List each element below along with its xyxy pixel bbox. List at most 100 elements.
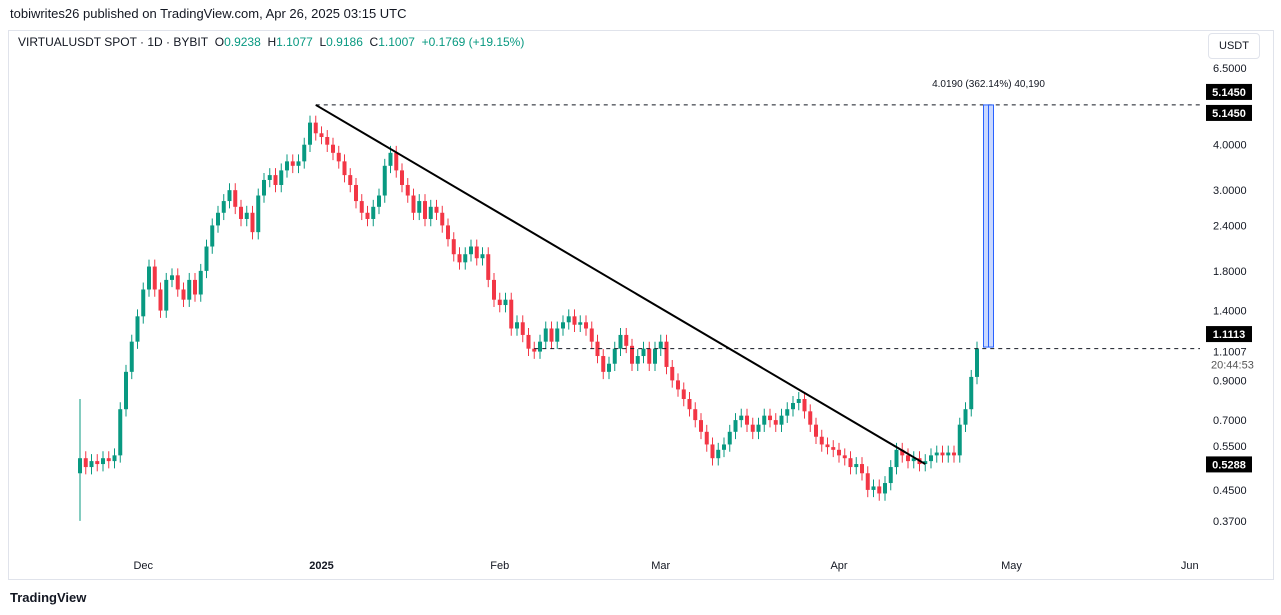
candle-body (739, 415, 744, 421)
candle-body (520, 322, 525, 335)
last-price-label: 1.1007 (1213, 347, 1247, 359)
candle-body (584, 322, 588, 329)
high-label: H (267, 35, 277, 49)
change-value: +0.1769 (+19.15%) (421, 35, 525, 49)
measure-label: 4.0190 (362.14%) 40,190 (932, 79, 1045, 90)
candle-body (388, 152, 393, 166)
candle-body (578, 322, 583, 325)
candle-body (325, 137, 330, 145)
symbol-legend: VIRTUALUSDT SPOT · 1D · BYBIT O0.9238 H1… (18, 35, 524, 49)
price-label: 5.1450 (1212, 87, 1246, 99)
candle-body (877, 486, 882, 494)
candle-body (727, 431, 732, 445)
candle-body (198, 270, 203, 295)
x-tick-label: May (1001, 560, 1022, 572)
candle-body (457, 254, 462, 263)
candle-body (135, 316, 140, 342)
candle-body (975, 348, 979, 377)
candle-body (756, 424, 761, 432)
candle-body (624, 334, 629, 346)
price-label: 1.1113 (1213, 329, 1245, 341)
x-tick-label: Dec (133, 560, 153, 572)
candle-body (371, 206, 376, 219)
candle-body (486, 254, 491, 280)
candle-body (894, 449, 899, 468)
candle-body (129, 341, 134, 372)
close-label: C (369, 35, 379, 49)
candle-body (653, 348, 657, 364)
candle-body (83, 458, 88, 468)
candle-body (952, 452, 956, 456)
candle-body (267, 175, 272, 180)
price-label: 5.1450 (1212, 108, 1246, 120)
candle-body (566, 316, 571, 323)
candle-body (612, 348, 617, 364)
candle-body (313, 122, 318, 134)
candle-body (365, 212, 370, 219)
open-value: 0.9238 (224, 35, 261, 49)
candle-body (630, 345, 634, 364)
candle-body (440, 212, 445, 226)
candle-body (221, 201, 226, 213)
candle-body (302, 144, 307, 162)
high-value: 1.1077 (276, 35, 313, 49)
candle-body (509, 299, 514, 329)
y-tick-label: 0.9000 (1213, 375, 1247, 387)
low-label: L (319, 35, 327, 49)
candle-body (503, 299, 508, 306)
y-tick-label: 4.0000 (1213, 140, 1247, 152)
candle-body (929, 455, 933, 462)
candle-body (112, 455, 117, 462)
candle-body (428, 206, 433, 219)
candle-body (825, 444, 830, 448)
candle-body (963, 409, 968, 425)
candle-body (95, 461, 100, 465)
candle-body (693, 409, 698, 421)
candle-body (543, 328, 548, 342)
price-label-bg (1206, 456, 1252, 473)
candle-body (710, 444, 715, 459)
y-tick-label: 0.4500 (1213, 485, 1247, 497)
candle-body (911, 458, 916, 462)
candle-body (175, 275, 180, 290)
candle-body (187, 279, 192, 300)
candle-body (865, 473, 870, 490)
chart-frame (8, 30, 1274, 580)
currency-button[interactable]: USDT (1208, 33, 1260, 59)
candle-body (750, 424, 755, 432)
candle-body (469, 246, 473, 255)
candle-body (273, 175, 278, 185)
candle-body (158, 289, 163, 311)
candle-body (658, 341, 663, 349)
x-tick-label: Feb (490, 560, 509, 572)
candle-body (400, 170, 404, 185)
candle-body (791, 403, 795, 410)
candle-body (854, 464, 859, 468)
candle-body (601, 356, 606, 372)
candle-body (762, 415, 767, 425)
tradingview-logo: TradingView (10, 590, 86, 605)
candle-body (216, 212, 220, 226)
low-value: 0.9186 (326, 35, 363, 49)
candle-body (279, 170, 284, 185)
candle-body (923, 461, 928, 465)
candle-body (331, 144, 335, 153)
candle-body (336, 152, 341, 162)
candle-body (848, 458, 853, 468)
price-label-bg (1206, 83, 1252, 100)
candle-body (819, 436, 824, 445)
y-tick-label: 0.5500 (1213, 441, 1247, 453)
brand-text: TradingView (10, 590, 87, 605)
candle-body (147, 266, 151, 290)
candle-body (716, 449, 721, 459)
candle-body (779, 415, 784, 425)
symbol-name[interactable]: VIRTUALUSDT SPOT · 1D · BYBIT (18, 35, 209, 49)
candle-body (883, 483, 887, 494)
candle-body (233, 190, 238, 207)
candle-body (405, 184, 410, 196)
candle-body (377, 195, 381, 207)
candle-body (463, 254, 468, 263)
candle-body (796, 399, 801, 404)
candle-body (244, 212, 249, 219)
